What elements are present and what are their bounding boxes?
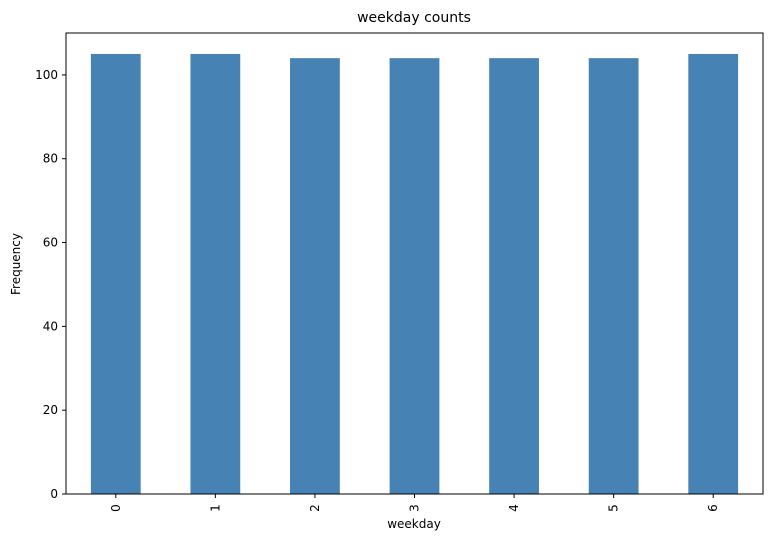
bar-3 [389, 58, 440, 495]
x-tick-label: 5 [607, 504, 621, 512]
bar-4 [489, 58, 539, 495]
y-tick-label: 0 [50, 487, 58, 501]
y-axis-label: Frequency [9, 233, 23, 295]
bar-0 [90, 53, 141, 495]
x-tick-label: 4 [507, 504, 521, 512]
bar-5 [588, 58, 639, 495]
bar-2 [290, 58, 340, 495]
y-tick-label: 80 [43, 152, 58, 166]
bar-6 [688, 53, 739, 495]
y-tick-label: 40 [43, 319, 58, 333]
y-tick-label: 20 [43, 403, 58, 417]
y-tick-label: 60 [43, 236, 58, 250]
plot-frame [65, 32, 764, 495]
x-tick-label: 3 [408, 504, 422, 512]
x-axis-label: weekday [387, 517, 441, 531]
y-tick-label: 100 [35, 68, 58, 82]
x-tick-label: 1 [208, 504, 222, 512]
y-axis: 0 20 40 60 80 100 [35, 68, 66, 501]
chart-title: weekday counts [357, 10, 471, 26]
bars [90, 53, 739, 495]
x-tick-label: 2 [308, 504, 322, 512]
x-tick-label: 6 [706, 504, 720, 512]
bar-1 [190, 53, 241, 495]
x-axis: 0 1 2 3 4 5 6 [109, 494, 720, 512]
x-tick-label: 0 [109, 504, 123, 512]
